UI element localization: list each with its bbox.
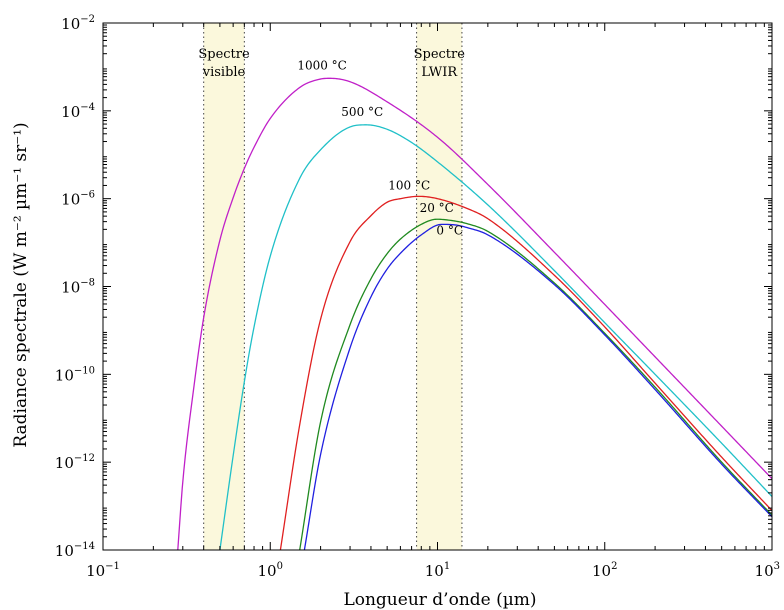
y-tick-label-4: 10−10 — [55, 365, 95, 384]
y-tick-label-3: 10−8 — [61, 278, 95, 297]
band-1 — [416, 23, 462, 550]
x-tick-label-3: 102 — [592, 561, 617, 580]
curve-100c — [279, 195, 773, 551]
band-label-0-1: visible — [202, 65, 246, 80]
band-label-1-1: LWIR — [421, 65, 458, 80]
curve-label-0c: 0 °C — [436, 223, 463, 237]
x-tick-label-0: 10−1 — [86, 561, 120, 580]
curve-1000c — [177, 77, 773, 551]
curve-500c — [219, 124, 773, 551]
band-label-0-0: Spectre — [198, 47, 250, 62]
y-tick-label-5: 10−12 — [55, 453, 95, 472]
bands-layer — [203, 23, 463, 550]
curve-0c — [303, 223, 773, 551]
x-tick-label-4: 103 — [755, 561, 780, 580]
curve-label-100c: 100 °C — [388, 178, 430, 192]
band-0 — [203, 23, 245, 550]
y-axis-title: Radiance spectrale (W m⁻² µm⁻¹ sr⁻¹) — [11, 122, 31, 447]
curve-label-20c: 20 °C — [420, 201, 454, 215]
x-tick-label-1: 100 — [258, 561, 283, 580]
y-tick-label-0: 10−2 — [61, 14, 95, 33]
y-tick-label-2: 10−6 — [61, 190, 95, 209]
band-labels-layer: Spectre visible Spectre LWIR — [198, 47, 465, 80]
band-label-1-0: Spectre — [414, 47, 466, 62]
curve-label-1000c: 1000 °C — [297, 58, 347, 72]
x-tick-label-2: 101 — [425, 561, 450, 580]
curve-labels-layer: 1000 °C 500 °C 100 °C 20 °C 0 °C — [297, 58, 463, 237]
curve-label-500c: 500 °C — [341, 105, 383, 119]
y-tick-label-1: 10−4 — [61, 102, 95, 121]
curves-layer — [177, 77, 773, 551]
curve-20c — [299, 218, 773, 551]
y-tick-label-6: 10−14 — [55, 541, 95, 560]
x-axis-title: Longueur d’onde (µm) — [343, 590, 536, 610]
